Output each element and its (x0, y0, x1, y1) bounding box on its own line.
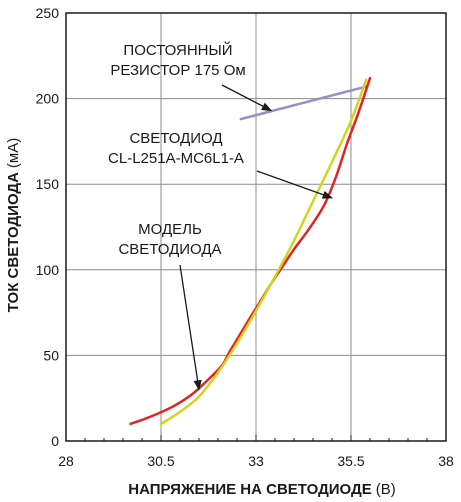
x-axis-label: НАПРЯЖЕНИЕ НА СВЕТОДИОДЕ (В) (128, 481, 395, 498)
x-axis-label-text: НАПРЯЖЕНИЕ НА СВЕТОДИОДЕ (128, 481, 371, 498)
y-tick-label: 100 (36, 262, 60, 278)
annotation-label: ПОСТОЯННЫЙ РЕЗИСТОР 175 Ом (110, 41, 245, 79)
x-tick-label: 28 (58, 453, 74, 469)
annotation-line: ПОСТОЯННЫЙ (123, 41, 232, 59)
x-tick-labels: 28 30.5 33 35.5 38 (58, 453, 454, 469)
y-axis-label-text: ТОК СВЕТОДИОДА (5, 172, 22, 312)
annotation-line: МОДЕЛЬ (138, 221, 202, 238)
annotation-label: СВЕТОДИОД CL-L251A-MC6L1-A (108, 130, 244, 167)
y-axis-label: ТОК СВЕТОДИОДА (мА) (5, 138, 22, 312)
y-tick-label: 250 (36, 5, 60, 21)
annotation-line: РЕЗИСТОР 175 Ом (110, 62, 245, 79)
y-tick-label: 0 (51, 433, 59, 449)
y-tick-label: 150 (36, 176, 60, 192)
x-tick-label: 30.5 (147, 453, 174, 469)
annotation-label: МОДЕЛЬ СВЕТОДИОДА (118, 221, 221, 258)
x-tick-label: 38 (438, 453, 454, 469)
resistor-line (239, 85, 368, 121)
annotation-arrow (256, 170, 333, 199)
y-tick-labels: 0 50 100 150 200 250 (36, 5, 60, 449)
annotation-arrow (179, 264, 202, 391)
x-tick-label: 33 (248, 453, 264, 469)
series-group (129, 76, 372, 426)
annotations: ПОСТОЯННЫЙ РЕЗИСТОР 175 Ом СВЕТОДИОД CL-L25… (108, 41, 333, 391)
grid (65, 13, 447, 441)
annotation-line: СВЕТОДИОДА (118, 241, 221, 258)
plot-frame (65, 12, 447, 442)
annotation-arrow (221, 84, 273, 112)
annotation-line: CL-L251A-MC6L1-A (108, 150, 244, 167)
y-tick-label: 200 (36, 91, 60, 107)
y-axis-unit: (мА) (5, 138, 22, 168)
led-model-line (159, 78, 368, 426)
x-axis-unit: (В) (376, 481, 396, 498)
x-tick-label: 35.5 (337, 453, 364, 469)
annotation-line: СВЕТОДИОД (129, 130, 222, 147)
y-tick-label: 50 (43, 347, 59, 363)
